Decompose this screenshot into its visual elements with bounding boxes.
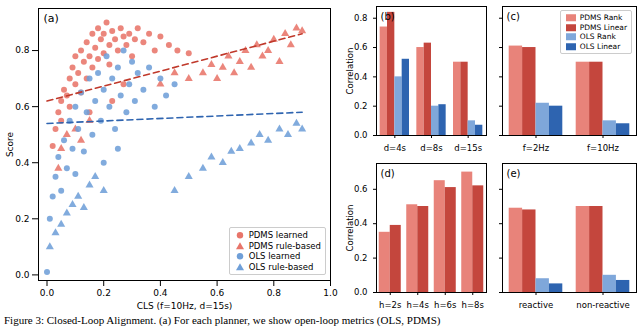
- svg-text:0.0: 0.0: [354, 130, 368, 140]
- svg-text:d=8s: d=8s: [420, 143, 443, 153]
- svg-text:f=10Hz: f=10Hz: [587, 143, 619, 153]
- svg-text:Correlation: Correlation: [345, 205, 355, 252]
- html-text:Figure 3: Closed-Loop Alignmen: Figure 3: Closed-Loop Alignment. (a) For…: [4, 314, 441, 326]
- svg-text:(e): (e): [507, 168, 521, 179]
- svg-text:0.8: 0.8: [15, 45, 30, 55]
- html-text:OLS Rank: OLS Rank: [579, 32, 616, 42]
- html-text:PDMS Linear: PDMS Linear: [579, 22, 627, 32]
- svg-text:0.2: 0.2: [97, 288, 111, 298]
- svg-text:0.6: 0.6: [15, 102, 30, 112]
- svg-text:0.0: 0.0: [40, 288, 55, 298]
- html-text:OLS learned: OLS learned: [248, 251, 301, 262]
- svg-text:(a): (a): [44, 12, 59, 25]
- svg-text:0.4: 0.4: [354, 218, 368, 228]
- html-text:PDMS learned: PDMS learned: [248, 230, 308, 241]
- html-text:OLS rule-based: OLS rule-based: [248, 261, 314, 272]
- svg-text:0.4: 0.4: [354, 72, 368, 82]
- svg-text:f=2Hz: f=2Hz: [523, 143, 550, 153]
- svg-text:0.2: 0.2: [354, 253, 368, 263]
- svg-text:Score: Score: [5, 131, 15, 157]
- svg-text:0.2: 0.2: [15, 214, 29, 224]
- svg-text:0.2: 0.2: [354, 101, 368, 111]
- svg-text:0.0: 0.0: [15, 270, 30, 280]
- svg-text:reactive: reactive: [519, 300, 553, 310]
- svg-text:h=6s: h=6s: [434, 300, 457, 310]
- svg-text:1.0: 1.0: [323, 288, 338, 298]
- svg-text:0.6: 0.6: [210, 288, 225, 298]
- svg-text:(d): (d): [381, 168, 395, 179]
- svg-text:0.6: 0.6: [354, 42, 368, 52]
- svg-text:h=2s: h=2s: [379, 300, 402, 310]
- html-text:PDMS Rank: PDMS Rank: [579, 13, 623, 23]
- svg-text:Correlation: Correlation: [345, 48, 355, 95]
- svg-text:0.8: 0.8: [354, 13, 368, 23]
- svg-text:h=8s: h=8s: [462, 300, 485, 310]
- svg-text:0.4: 0.4: [153, 288, 168, 298]
- html-text:PDMS rule-based: PDMS rule-based: [248, 240, 321, 251]
- svg-text:d=15s: d=15s: [454, 143, 482, 153]
- svg-text:0.6: 0.6: [354, 184, 368, 194]
- svg-text:(b): (b): [381, 11, 395, 22]
- svg-text:0.0: 0.0: [354, 287, 368, 297]
- svg-text:h=4s: h=4s: [407, 300, 430, 310]
- svg-text:0.8: 0.8: [267, 288, 282, 298]
- svg-text:d=4s: d=4s: [384, 143, 407, 153]
- html-text:OLS Linear: OLS Linear: [579, 41, 621, 51]
- svg-text:(c): (c): [507, 11, 520, 22]
- svg-text:CLS (f=10Hz, d=15s): CLS (f=10Hz, d=15s): [137, 301, 233, 311]
- svg-text:0.4: 0.4: [15, 158, 30, 168]
- svg-text:non-reactive: non-reactive: [576, 300, 629, 310]
